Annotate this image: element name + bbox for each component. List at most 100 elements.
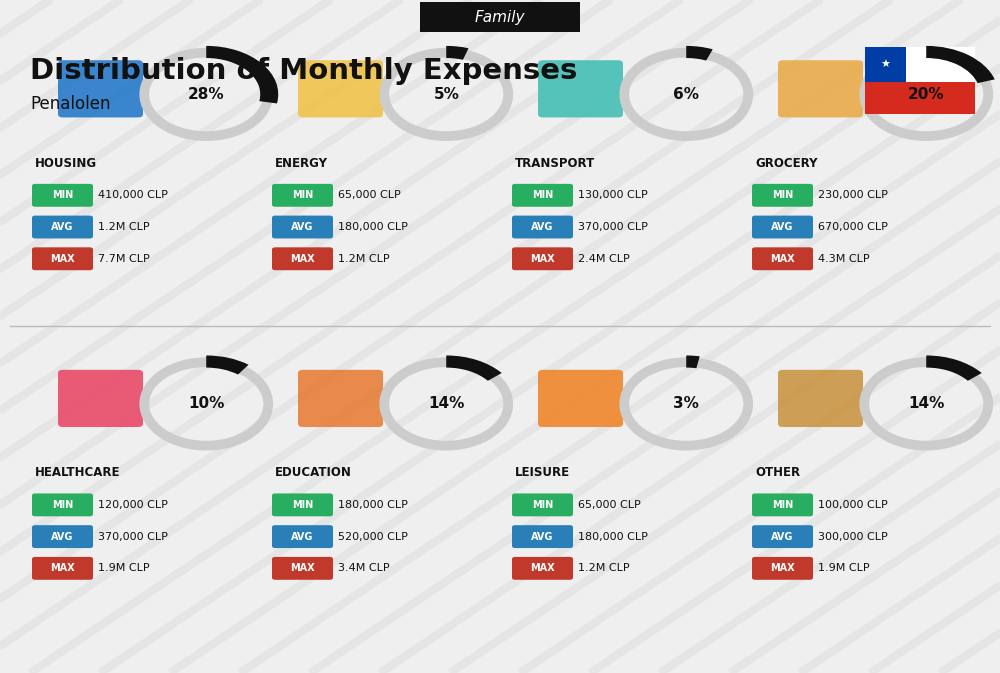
FancyBboxPatch shape — [538, 60, 623, 117]
FancyBboxPatch shape — [752, 184, 813, 207]
Text: 1.2M CLP: 1.2M CLP — [98, 222, 150, 232]
Text: OTHER: OTHER — [755, 466, 800, 479]
Text: AVG: AVG — [771, 532, 794, 542]
Text: HOUSING: HOUSING — [35, 157, 97, 170]
Text: 370,000 CLP: 370,000 CLP — [98, 532, 168, 542]
Text: AVG: AVG — [51, 222, 74, 232]
Text: MIN: MIN — [532, 190, 553, 201]
FancyBboxPatch shape — [272, 525, 333, 548]
Text: 230,000 CLP: 230,000 CLP — [818, 190, 888, 201]
Wedge shape — [446, 355, 502, 381]
Text: 1.9M CLP: 1.9M CLP — [98, 563, 150, 573]
Wedge shape — [206, 355, 249, 375]
Text: MIN: MIN — [52, 190, 73, 201]
FancyBboxPatch shape — [512, 525, 573, 548]
Text: 180,000 CLP: 180,000 CLP — [578, 532, 648, 542]
Text: EDUCATION: EDUCATION — [275, 466, 352, 479]
FancyBboxPatch shape — [512, 557, 573, 579]
Text: AVG: AVG — [531, 532, 554, 542]
Text: MAX: MAX — [530, 563, 555, 573]
FancyBboxPatch shape — [778, 370, 863, 427]
Text: AVG: AVG — [531, 222, 554, 232]
FancyBboxPatch shape — [58, 60, 143, 117]
FancyBboxPatch shape — [752, 493, 813, 516]
Wedge shape — [686, 355, 700, 368]
Text: MIN: MIN — [772, 190, 793, 201]
Text: 6%: 6% — [673, 87, 699, 102]
Text: MIN: MIN — [292, 190, 313, 201]
Text: MIN: MIN — [292, 500, 313, 510]
Text: MAX: MAX — [530, 254, 555, 264]
Text: AVG: AVG — [291, 532, 314, 542]
FancyBboxPatch shape — [778, 60, 863, 117]
FancyBboxPatch shape — [298, 60, 383, 117]
Text: AVG: AVG — [771, 222, 794, 232]
Text: 20%: 20% — [908, 87, 945, 102]
Text: 670,000 CLP: 670,000 CLP — [818, 222, 888, 232]
Text: ★: ★ — [880, 60, 890, 69]
Text: 410,000 CLP: 410,000 CLP — [98, 190, 168, 201]
Text: MIN: MIN — [772, 500, 793, 510]
Text: 300,000 CLP: 300,000 CLP — [818, 532, 888, 542]
Text: MIN: MIN — [52, 500, 73, 510]
Text: 520,000 CLP: 520,000 CLP — [338, 532, 408, 542]
Text: 120,000 CLP: 120,000 CLP — [98, 500, 168, 510]
Wedge shape — [206, 46, 278, 104]
FancyBboxPatch shape — [512, 184, 573, 207]
Text: MAX: MAX — [290, 254, 315, 264]
Text: 1.2M CLP: 1.2M CLP — [338, 254, 390, 264]
Text: 180,000 CLP: 180,000 CLP — [338, 500, 408, 510]
Text: 4.3M CLP: 4.3M CLP — [818, 254, 870, 264]
Text: 10%: 10% — [188, 396, 224, 411]
Text: 14%: 14% — [908, 396, 944, 411]
FancyBboxPatch shape — [272, 215, 333, 238]
FancyBboxPatch shape — [32, 215, 93, 238]
Text: 2.4M CLP: 2.4M CLP — [578, 254, 630, 264]
FancyBboxPatch shape — [32, 493, 93, 516]
Wedge shape — [686, 46, 713, 61]
Text: 370,000 CLP: 370,000 CLP — [578, 222, 648, 232]
Text: MAX: MAX — [50, 254, 75, 264]
Text: 5%: 5% — [433, 87, 459, 102]
Text: AVG: AVG — [291, 222, 314, 232]
Text: 3.4M CLP: 3.4M CLP — [338, 563, 390, 573]
FancyBboxPatch shape — [865, 47, 906, 82]
Text: Penalolen: Penalolen — [30, 96, 110, 113]
Text: 65,000 CLP: 65,000 CLP — [338, 190, 401, 201]
Wedge shape — [446, 46, 468, 60]
FancyBboxPatch shape — [420, 2, 580, 32]
Text: 1.2M CLP: 1.2M CLP — [578, 563, 630, 573]
Text: MIN: MIN — [532, 500, 553, 510]
Text: LEISURE: LEISURE — [515, 466, 570, 479]
Text: Family: Family — [475, 9, 525, 25]
Text: 14%: 14% — [428, 396, 464, 411]
Text: 180,000 CLP: 180,000 CLP — [338, 222, 408, 232]
FancyBboxPatch shape — [272, 184, 333, 207]
Text: GROCERY: GROCERY — [755, 157, 818, 170]
Text: MAX: MAX — [290, 563, 315, 573]
Text: 65,000 CLP: 65,000 CLP — [578, 500, 641, 510]
Text: MAX: MAX — [770, 563, 795, 573]
FancyBboxPatch shape — [512, 493, 573, 516]
FancyBboxPatch shape — [58, 370, 143, 427]
Text: Distribution of Monthly Expenses: Distribution of Monthly Expenses — [30, 57, 577, 85]
Text: MAX: MAX — [770, 254, 795, 264]
FancyBboxPatch shape — [32, 184, 93, 207]
FancyBboxPatch shape — [906, 47, 975, 82]
Text: 28%: 28% — [188, 87, 225, 102]
FancyBboxPatch shape — [512, 248, 573, 271]
FancyBboxPatch shape — [272, 493, 333, 516]
Text: 1.9M CLP: 1.9M CLP — [818, 563, 870, 573]
FancyBboxPatch shape — [298, 370, 383, 427]
FancyBboxPatch shape — [272, 248, 333, 271]
Text: 7.7M CLP: 7.7M CLP — [98, 254, 150, 264]
Text: HEALTHCARE: HEALTHCARE — [35, 466, 120, 479]
FancyBboxPatch shape — [752, 525, 813, 548]
FancyBboxPatch shape — [865, 82, 975, 114]
FancyBboxPatch shape — [512, 215, 573, 238]
Text: 100,000 CLP: 100,000 CLP — [818, 500, 888, 510]
Text: MAX: MAX — [50, 563, 75, 573]
FancyBboxPatch shape — [752, 248, 813, 271]
Text: AVG: AVG — [51, 532, 74, 542]
FancyBboxPatch shape — [32, 557, 93, 579]
